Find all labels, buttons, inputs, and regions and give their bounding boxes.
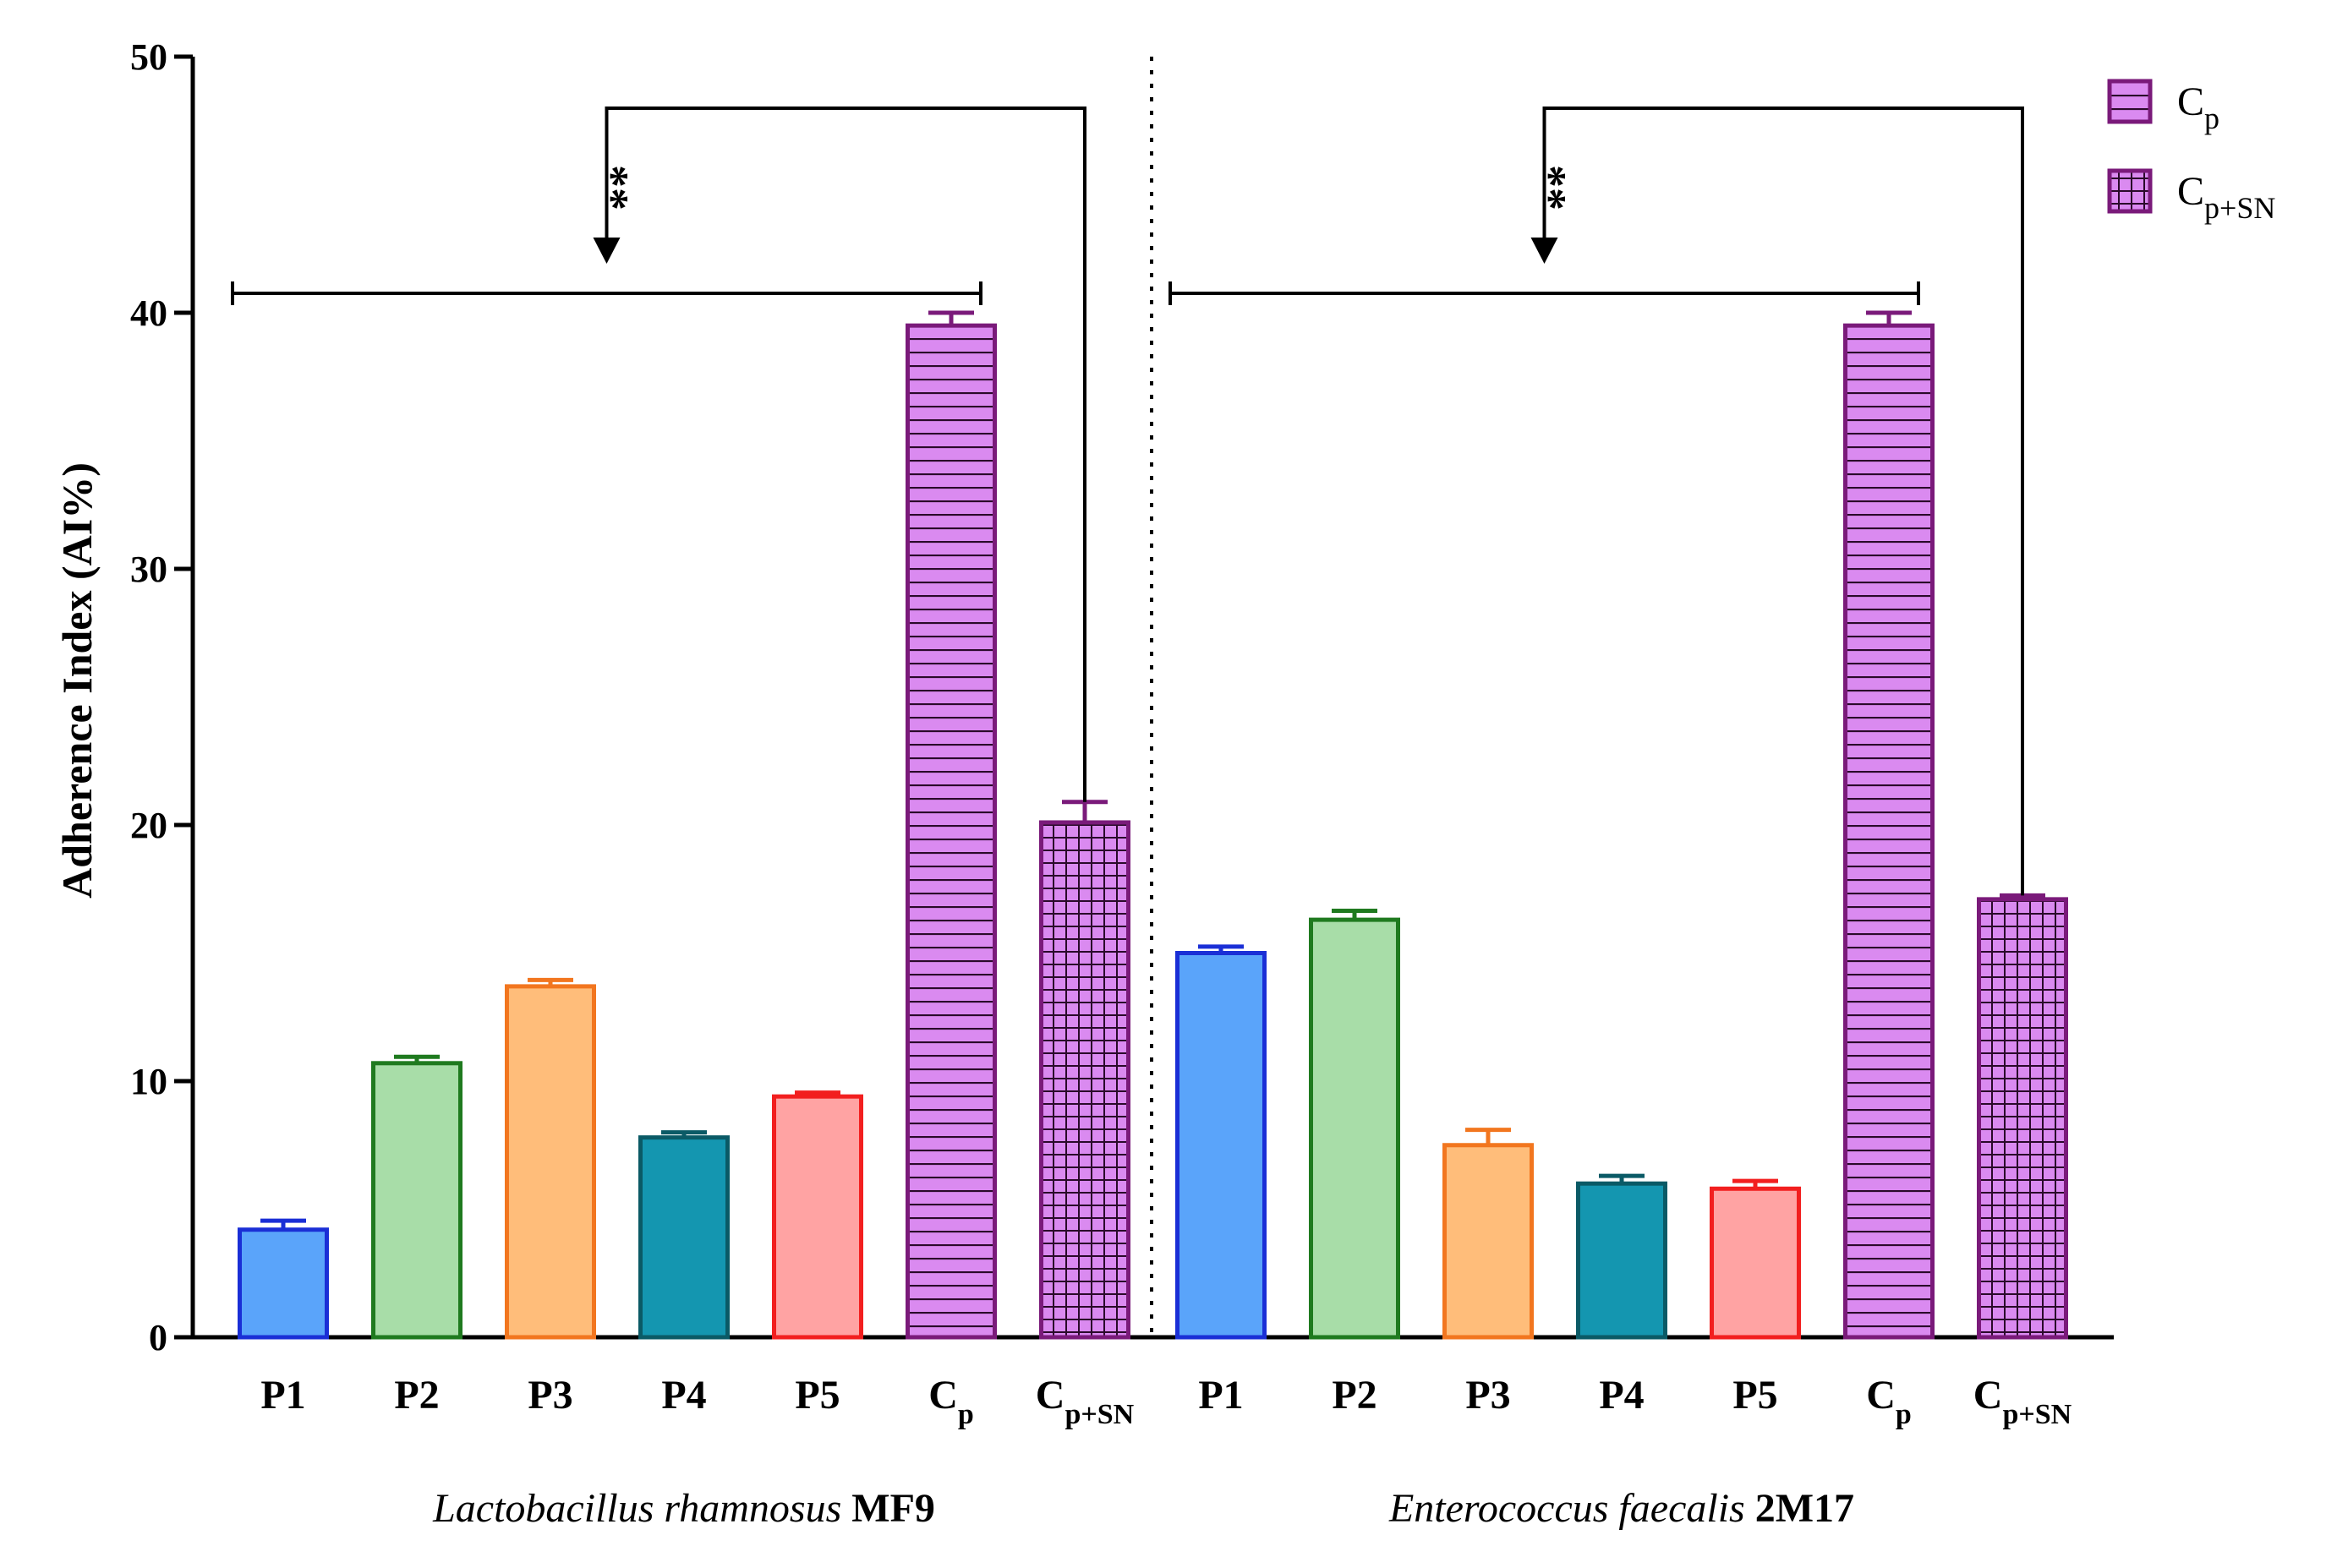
x-tick-label: Cp [1866, 1373, 1912, 1430]
significance-marker: ** [600, 165, 651, 210]
x-tick-label: P4 [661, 1373, 706, 1418]
y-tick-label: 10 [130, 1061, 167, 1102]
legend-label: Cp [2177, 79, 2219, 135]
x-tick-label: P4 [1599, 1373, 1644, 1418]
x-tick-label: P2 [394, 1373, 439, 1418]
axes [190, 57, 2114, 1340]
y-tick-label: 20 [130, 805, 167, 846]
significance-brackets: ** ** [231, 107, 2024, 896]
bar-1-p4 [638, 1135, 730, 1340]
bar-1-p5 [772, 1094, 863, 1340]
bar-1-p2 [371, 1061, 462, 1340]
y-axis-title: Adherence Index (AI%) [53, 462, 101, 899]
bars [238, 323, 2068, 1340]
x-tick-label: Cp [928, 1373, 974, 1430]
bar-2-c-psn [1977, 897, 2068, 1340]
bar-2-p3 [1442, 1143, 1534, 1340]
legend: Cp Cp+SN [2107, 79, 2275, 225]
x-tick-label: P2 [1332, 1373, 1376, 1418]
group-labels: Lactobacillus rhamnosus MF9 Enterococcus … [432, 1486, 1854, 1531]
bar-2-p5 [1710, 1186, 1801, 1340]
bar-1-p1 [238, 1227, 329, 1340]
legend-label: Cp+SN [2177, 169, 2275, 225]
y-tick-label: 40 [130, 292, 167, 334]
x-tick-label: P3 [1465, 1373, 1510, 1418]
bar-2-p2 [1309, 917, 1400, 1340]
bar-2-p4 [1576, 1181, 1667, 1340]
x-tick-label: P5 [795, 1373, 840, 1418]
group-label-1: Lactobacillus rhamnosus MF9 [432, 1486, 935, 1531]
significance-marker: ** [1538, 165, 1589, 210]
bar-2-c-p [1843, 323, 1935, 1340]
y-axis-ticks: 0 10 20 30 40 50 [130, 36, 193, 1358]
x-tick-label: Cp+SN [1973, 1373, 2072, 1430]
bar-1-p3 [505, 984, 596, 1340]
y-tick-label: 50 [130, 36, 167, 78]
x-tick-label: P1 [1198, 1373, 1243, 1418]
x-tick-label: Cp+SN [1036, 1373, 1135, 1430]
arrow-head [1530, 238, 1558, 264]
x-tick-label: P3 [528, 1373, 572, 1418]
group-label-2: Enterococcus faecalis 2M17 [1388, 1486, 1854, 1531]
comparison-connector [1542, 107, 2024, 896]
y-tick-label: 0 [149, 1317, 167, 1358]
y-tick-label: 30 [130, 549, 167, 590]
bar-2-p1 [1175, 951, 1267, 1340]
legend-swatch [2107, 79, 2153, 124]
bar-1-c-psn [1039, 820, 1130, 1340]
bar-1-c-p [906, 323, 997, 1340]
x-tick-label: P1 [260, 1373, 305, 1418]
legend-swatch [2107, 168, 2153, 214]
comparison-connector [605, 107, 1086, 802]
x-tick-label: P5 [1732, 1373, 1777, 1418]
arrow-head [593, 238, 621, 264]
x-axis-labels: P1 P2 P3 P4 P5 Cp Cp+SN P1 P2 P3 P4 P5 Cp Cp+SN [260, 1373, 2072, 1430]
